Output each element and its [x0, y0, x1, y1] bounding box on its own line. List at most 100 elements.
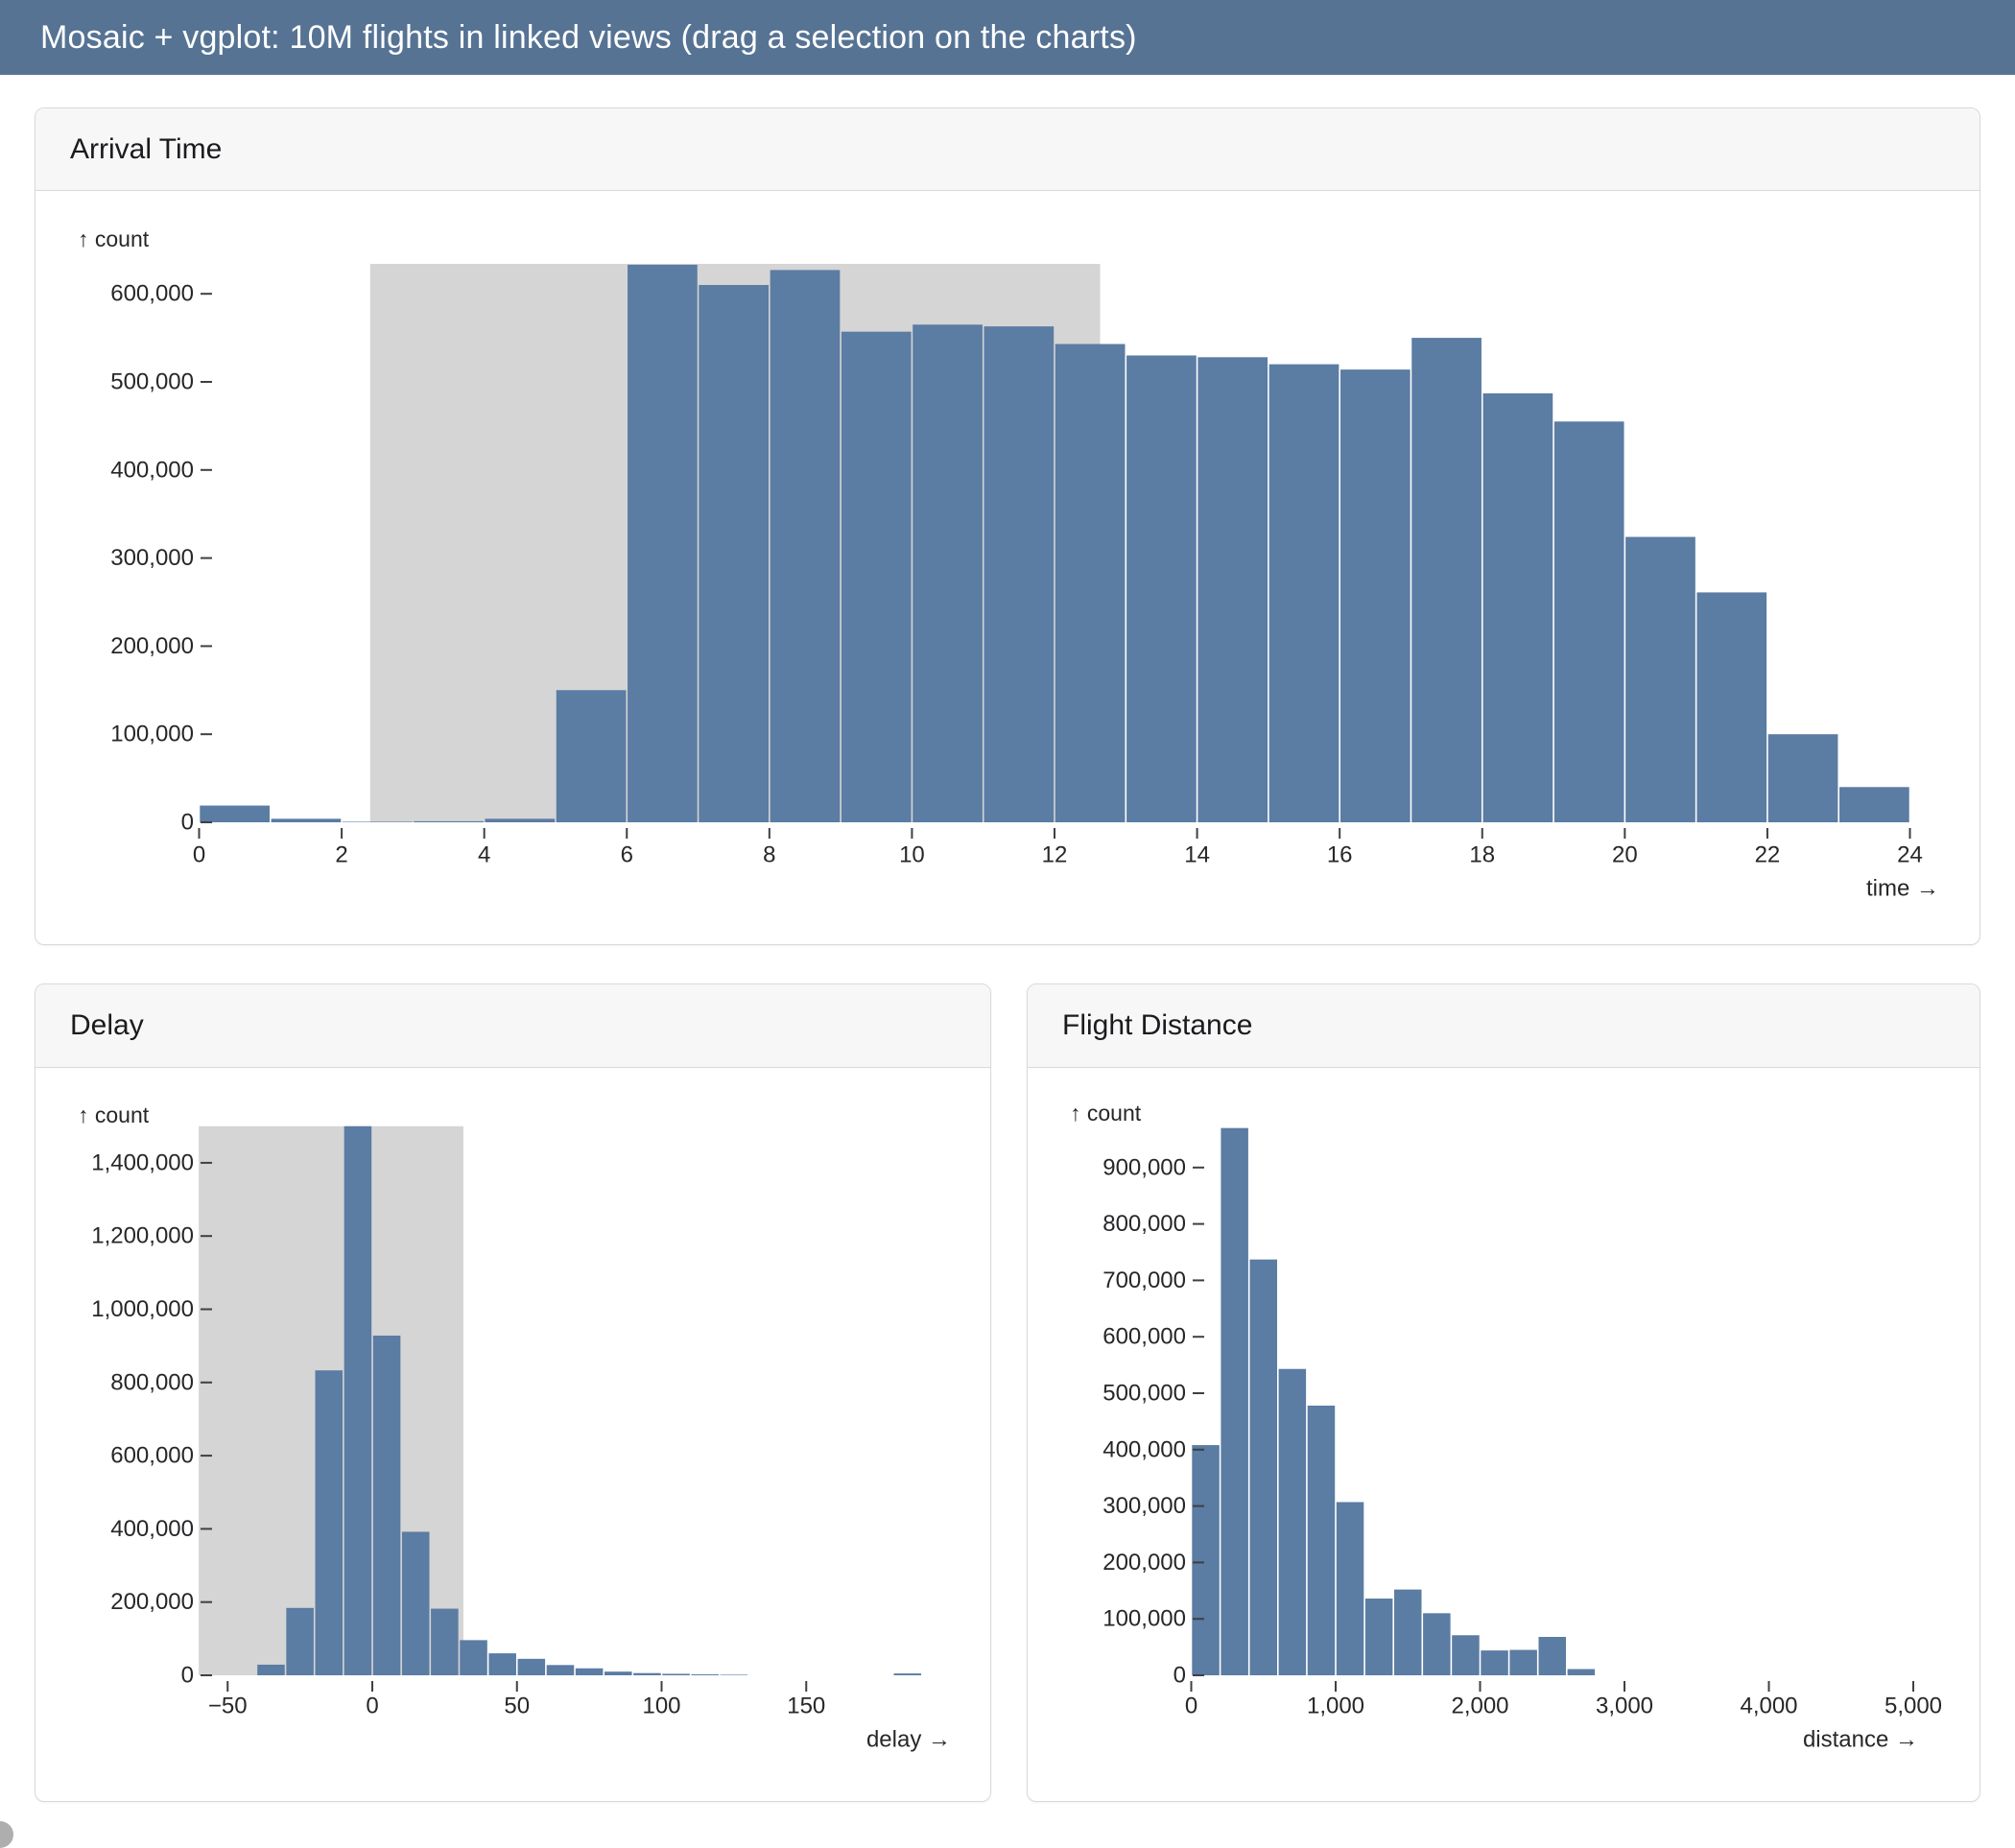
x-axis-tick-label: 4,000 [1740, 1694, 1797, 1719]
y-axis-tick-label: 200,000 [110, 1589, 194, 1615]
histogram-bar [1767, 734, 1838, 822]
y-axis-tick-label: 100,000 [1102, 1606, 1186, 1632]
screen-corner-artifact [0, 1821, 13, 1848]
x-axis-tick-label: 20 [1612, 842, 1638, 868]
histogram-bar [770, 270, 841, 822]
histogram-bar [1192, 1445, 1220, 1675]
delay-card-header: Delay [36, 984, 990, 1068]
arrival-time-card-header: Arrival Time [36, 108, 1979, 191]
histogram-bar [414, 820, 484, 822]
histogram-bar [556, 690, 627, 822]
x-axis-tick-label: 22 [1755, 842, 1781, 868]
histogram-bar [575, 1668, 604, 1675]
histogram-bar [1221, 1127, 1248, 1675]
x-axis-tick-label: 100 [642, 1694, 680, 1719]
histogram-bar [1268, 364, 1339, 822]
histogram-bar [604, 1671, 632, 1675]
y-axis-tick-label: 700,000 [1102, 1268, 1186, 1293]
y-axis-tick-label: 500,000 [1102, 1381, 1186, 1407]
histogram-bar [1278, 1368, 1307, 1675]
x-axis-tick-label: 12 [1042, 842, 1068, 868]
y-axis-tick-label: 200,000 [110, 633, 194, 659]
x-axis-tick-label: 2,000 [1451, 1694, 1508, 1719]
page-title: Mosaic + vgplot: 10M flights in linked v… [40, 18, 1137, 56]
y-axis-tick-label: 1,000,000 [91, 1296, 194, 1322]
histogram-bar [691, 1674, 719, 1675]
arrival-time-histogram[interactable]: 0 100,000 200,000 300,000 400,000 500,000 600,… [36, 191, 1980, 945]
x-axis-tick-label: 0 [1185, 1694, 1197, 1719]
histogram-bar [286, 1607, 314, 1675]
histogram-bar [485, 818, 556, 822]
histogram-bar [1567, 1669, 1596, 1675]
histogram-bar [1339, 369, 1410, 822]
delay-title: Delay [70, 1009, 144, 1041]
histogram-bar [913, 324, 983, 822]
delay-card: Delay 0 200,000 400,000 600,000 800,000 1,000… [35, 983, 991, 1802]
histogram-bar [1696, 592, 1767, 822]
histogram-bar [1126, 355, 1197, 822]
y-axis-tick-label: 0 [181, 1663, 194, 1689]
arrival-time-title: Arrival Time [70, 132, 223, 165]
histogram-bar [1509, 1649, 1537, 1675]
histogram-bar [460, 1640, 487, 1675]
x-axis-tick-label: 6 [621, 842, 633, 868]
y-axis-tick-label: 600,000 [110, 281, 194, 307]
histogram-bar [1336, 1502, 1364, 1675]
histogram-bar [633, 1672, 661, 1675]
y-axis-tick-label: 500,000 [110, 369, 194, 395]
histogram-bar [1482, 392, 1553, 822]
y-axis-tick-label: 200,000 [1102, 1550, 1186, 1576]
histogram-bar [1364, 1599, 1393, 1675]
histogram-bar [1055, 344, 1126, 822]
y-axis-tick-label: 0 [1173, 1663, 1186, 1689]
histogram-bar [1411, 338, 1482, 822]
x-axis-tick-label: 16 [1327, 842, 1353, 868]
histogram-bar [372, 1335, 401, 1675]
y-axis-tick-label: 1,400,000 [91, 1149, 194, 1175]
y-axis-tick-label: 300,000 [110, 545, 194, 571]
y-axis-tick-label: 800,000 [1102, 1211, 1186, 1237]
histogram-bar [1839, 787, 1909, 822]
x-axis-tick-label: 3,000 [1596, 1694, 1653, 1719]
y-axis-tick-label: 400,000 [110, 457, 194, 483]
x-axis-tick-label: 0 [193, 842, 205, 868]
y-axis-tick-label: 1,200,000 [91, 1223, 194, 1249]
histogram-bar [1625, 536, 1695, 822]
y-axis-tick-label: 800,000 [110, 1369, 194, 1395]
count-axis-label: ↑ count [78, 1102, 150, 1127]
histogram-bar [546, 1665, 575, 1675]
x-axis-tick-label: 10 [899, 842, 925, 868]
x-axis-tick-label: −50 [208, 1694, 248, 1719]
y-axis-tick-label: 600,000 [110, 1443, 194, 1469]
y-axis-tick-label: 900,000 [1102, 1154, 1186, 1180]
delay-histogram[interactable]: 0 200,000 400,000 600,000 800,000 1,000,000 1,… [36, 1068, 991, 1802]
histogram-bar [517, 1658, 546, 1675]
histogram-bar [342, 821, 413, 822]
histogram-bar [1481, 1650, 1508, 1675]
x-axis-tick-label: 5,000 [1885, 1694, 1942, 1719]
histogram-bar [893, 1673, 922, 1675]
histogram-bar [1307, 1405, 1336, 1675]
histogram-bar [1197, 357, 1268, 822]
flight-distance-histogram[interactable]: 0 100,000 200,000 300,000 400,000 500,000 600,… [1028, 1068, 1980, 1802]
flight-distance-card: Flight Distance 0 100,000 200,000 300,000 40… [1027, 983, 1980, 1802]
histogram-bar [841, 331, 912, 822]
y-axis-tick-label: 100,000 [110, 722, 194, 747]
x-axis-tick-label: 50 [504, 1694, 530, 1719]
flight-distance-card-header: Flight Distance [1028, 984, 1979, 1068]
histogram-bar [1423, 1613, 1451, 1675]
y-axis-tick-label: 0 [181, 810, 194, 836]
histogram-bar [271, 818, 342, 822]
y-axis-tick-label: 400,000 [1102, 1436, 1186, 1462]
count-axis-label: ↑ count [1070, 1101, 1142, 1125]
x-axis-tick-label: 150 [787, 1694, 825, 1719]
histogram-bar [488, 1653, 516, 1675]
histogram-bar [315, 1370, 344, 1675]
histogram-bar [401, 1531, 430, 1675]
x-axis-tick-label: 24 [1897, 842, 1923, 868]
x-axis-title: time → [1866, 876, 1939, 902]
histogram-bar [257, 1664, 285, 1675]
histogram-bar [200, 805, 270, 822]
histogram-bar [1249, 1259, 1277, 1675]
histogram-bar [1452, 1635, 1480, 1675]
